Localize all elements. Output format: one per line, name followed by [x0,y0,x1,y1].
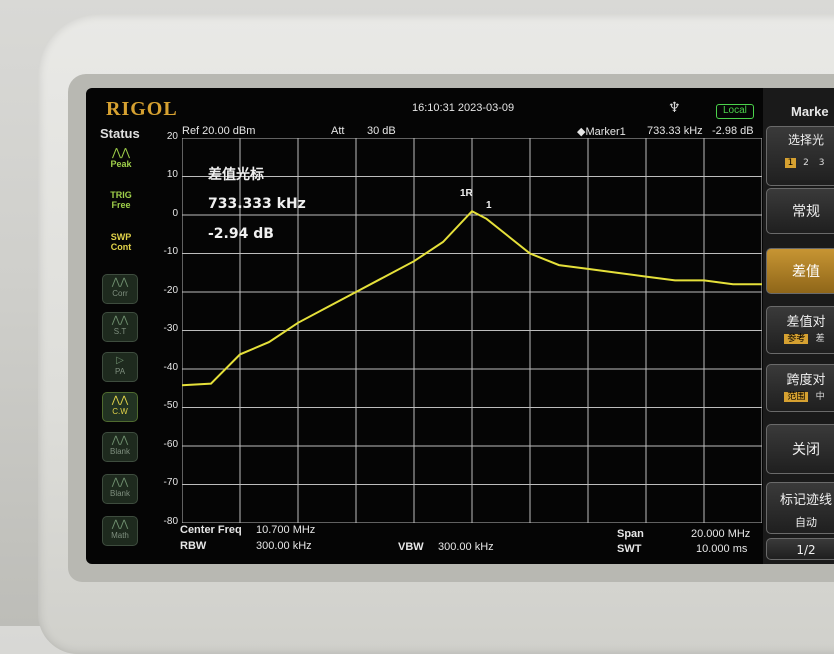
delta-pair-other[interactable]: 差 [815,334,825,344]
brand-logo: RIGOL [106,98,178,120]
y-tick: -30 [163,323,178,334]
softkey-panel-title: Marke [791,104,829,119]
marker-label: ◆Marker1 [577,126,626,138]
status-peak: ⋀⋀ Peak [103,146,139,169]
blank-button-2[interactable]: ⋀⋀ Blank [102,474,138,504]
status-sweep: SWP Cont [110,232,132,252]
rbw-label: RBW [180,540,207,552]
cw-icon: ⋀⋀ [111,395,129,406]
delta-pair-button[interactable]: 差值对 参考 差 [766,306,834,354]
marker-amplitude: -2.98 dB [712,125,754,137]
att-label: Att [331,125,345,137]
delta-marker-frequency: 733.333 kHz [208,196,306,212]
cw-button[interactable]: ⋀⋀ C.W [102,392,138,422]
delta-pair-ref[interactable]: 参考 [784,334,809,344]
peak-icon: ⋀⋀ [111,146,131,159]
marker-option-2[interactable]: 2 [803,158,809,168]
normal-button[interactable]: 常规 [766,188,834,234]
math-button[interactable]: ⋀⋀ Math [102,516,138,546]
plot-grid [182,138,762,523]
swt-label: SWT [617,543,642,555]
marker-trace-button[interactable]: 标记迹线 自动 [766,482,834,534]
span-pair-button[interactable]: 跨度对 范围 中 [766,364,834,412]
span-label: Span [617,528,644,540]
blank-icon: ⋀⋀ [111,477,129,488]
st-icon: ⋀⋀ [111,315,129,326]
usb-icon: ♆ [668,100,681,116]
datetime: 16:10:31 2023-03-09 [412,102,515,114]
local-badge: Local [716,104,754,119]
status-trig: TRIG Free [110,190,132,210]
span-pair-center[interactable]: 中 [815,392,825,402]
st-button[interactable]: ⋀⋀ S.T [102,312,138,342]
marker-frequency: 733.33 kHz [647,125,703,137]
delta-button[interactable]: 差值 [766,248,834,294]
y-tick: -40 [163,362,178,373]
y-tick: -60 [163,439,178,450]
y-tick: 10 [166,169,178,180]
y-tick: -80 [163,516,178,527]
spectrum-plot [182,138,762,523]
analyzer-screen: RIGOL Status 16:10:31 2023-03-09 ♆ Local… [86,88,834,564]
vbw-label: VBW [398,541,424,553]
y-tick: -70 [163,477,178,488]
y-tick: 0 [172,208,178,219]
span-value: 20.000 MHz [691,528,751,540]
att-value: 30 dB [367,125,396,137]
y-tick: 20 [166,131,178,142]
marker-option-3[interactable]: 3 [818,158,825,168]
marker-delta-label: 1 [486,200,492,211]
page-indicator[interactable]: 1/2 [766,538,834,560]
y-tick: -50 [163,400,178,411]
pa-button[interactable]: ▷ PA [102,352,138,382]
select-marker-button[interactable]: 选择光 1 2 3 [766,126,834,186]
blank-icon: ⋀⋀ [111,435,129,446]
blank-button-1[interactable]: ⋀⋀ Blank [102,432,138,462]
center-freq-value: 10.700 MHz [256,524,316,536]
pa-icon: ▷ [116,355,124,366]
corr-button[interactable]: ⋀⋀ Corr [102,274,138,304]
status-title: Status [100,126,140,141]
marker-ref-label: 1R [460,188,473,199]
delta-marker-amplitude: -2.94 dB [208,226,274,242]
vbw-value: 300.00 kHz [438,541,494,553]
center-freq-label: Center Freq [180,524,242,536]
math-icon: ⋀⋀ [111,519,129,530]
y-tick: -20 [163,285,178,296]
ref-level: Ref 20.00 dBm [182,125,256,137]
off-button[interactable]: 关闭 [766,424,834,474]
corr-icon: ⋀⋀ [111,277,129,288]
y-tick: -10 [163,246,178,257]
marker-option-1[interactable]: 1 [784,158,797,168]
swt-value: 10.000 ms [696,543,748,555]
rbw-value: 300.00 kHz [256,540,312,552]
spectrum-trace [182,209,762,387]
span-pair-range[interactable]: 范围 [784,392,809,402]
delta-marker-title: 差值光标 [208,167,264,183]
